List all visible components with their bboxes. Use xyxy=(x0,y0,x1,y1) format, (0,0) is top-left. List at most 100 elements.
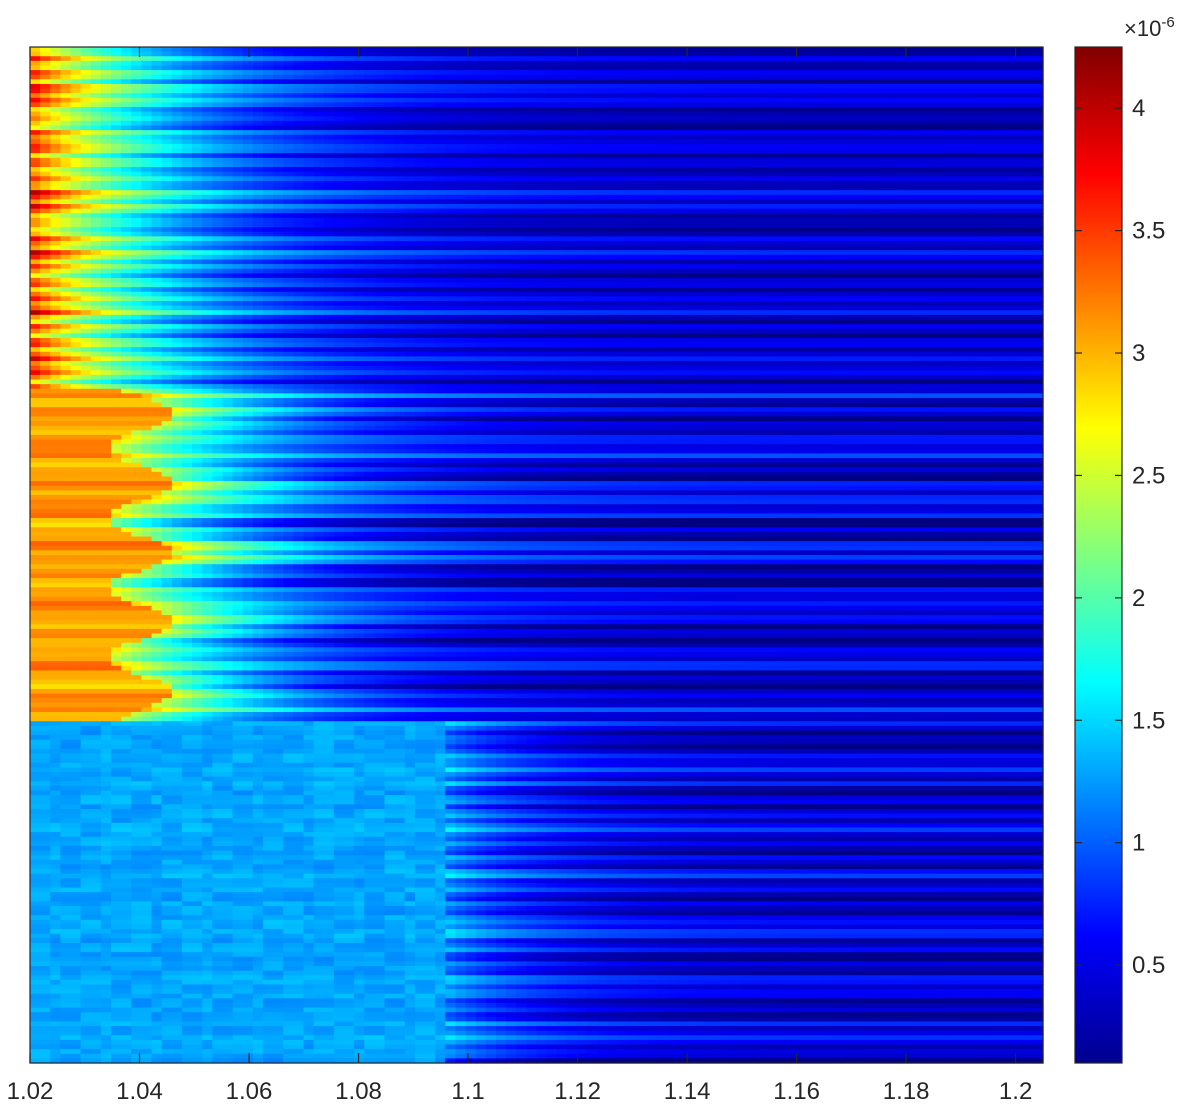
heatmap-cell xyxy=(273,47,284,53)
heatmap-cell xyxy=(141,162,153,168)
heatmap-cell xyxy=(516,47,527,53)
heatmap-cell xyxy=(840,148,852,154)
heatmap-cell xyxy=(485,245,497,251)
heatmap-cell xyxy=(364,231,376,237)
heatmap-cell xyxy=(394,47,406,53)
heatmap-cell xyxy=(577,134,588,140)
heatmap-cell xyxy=(333,273,345,279)
heatmap-cell xyxy=(647,56,659,62)
heatmap-cell xyxy=(870,222,882,228)
heatmap-cell xyxy=(941,194,953,200)
heatmap-cell xyxy=(526,65,538,71)
heatmap-cell xyxy=(850,93,862,99)
heatmap-cell xyxy=(202,65,213,71)
heatmap-cell xyxy=(222,88,234,94)
heatmap-cell xyxy=(232,157,244,164)
heatmap-cell xyxy=(394,65,406,71)
heatmap-cell xyxy=(921,264,933,270)
heatmap-cell xyxy=(80,185,92,191)
heatmap-cell xyxy=(232,268,244,274)
heatmap-cell xyxy=(577,217,588,224)
heatmap-cell xyxy=(728,83,740,90)
heatmap-cell xyxy=(587,240,598,247)
heatmap-cell xyxy=(627,231,639,237)
heatmap-cell xyxy=(121,240,132,247)
heatmap-cell xyxy=(941,139,953,145)
heatmap-cell xyxy=(516,259,527,265)
heatmap-cell xyxy=(627,139,639,145)
heatmap-cell xyxy=(262,97,274,104)
heatmap-cell xyxy=(121,51,132,57)
heatmap-cell xyxy=(192,148,203,154)
heatmap-cell xyxy=(80,250,92,256)
heatmap-cell xyxy=(485,162,497,168)
heatmap-cell xyxy=(384,93,396,99)
heatmap-cell xyxy=(526,60,538,67)
heatmap-cell xyxy=(830,130,841,136)
heatmap-cell xyxy=(273,74,284,80)
heatmap-cell xyxy=(60,204,72,210)
heatmap-cell xyxy=(465,88,477,94)
heatmap-cell xyxy=(60,107,72,113)
heatmap-cell xyxy=(637,167,649,173)
heatmap-cell xyxy=(1022,171,1034,177)
heatmap-cell xyxy=(90,120,102,127)
heatmap-cell xyxy=(131,185,143,191)
heatmap-cell xyxy=(587,180,598,187)
heatmap-cell xyxy=(161,111,173,117)
heatmap-cell xyxy=(759,70,771,76)
heatmap-cell xyxy=(30,199,41,205)
heatmap-cell xyxy=(850,259,862,265)
heatmap-cell xyxy=(212,74,224,80)
heatmap-cell xyxy=(516,245,527,251)
heatmap-cell xyxy=(384,65,396,71)
heatmap-cell xyxy=(891,70,902,76)
heatmap-cell xyxy=(384,70,396,76)
heatmap-cell xyxy=(475,79,487,85)
heatmap-cell xyxy=(111,222,122,228)
heatmap-cell xyxy=(435,180,446,187)
heatmap-cell xyxy=(80,194,92,200)
heatmap-cell xyxy=(40,139,51,145)
heatmap-cell xyxy=(374,273,386,279)
heatmap-cell xyxy=(921,250,933,256)
heatmap-cell xyxy=(982,227,993,233)
heatmap-cell xyxy=(617,70,629,76)
heatmap-cell xyxy=(901,56,912,62)
heatmap-cell xyxy=(840,125,852,131)
heatmap-cell xyxy=(961,227,973,233)
heatmap-cell xyxy=(181,176,193,182)
heatmap-cell xyxy=(891,111,902,117)
heatmap-cell xyxy=(698,74,710,80)
heatmap-cell xyxy=(911,93,923,99)
heatmap-cell xyxy=(658,180,669,187)
heatmap-cell xyxy=(506,70,517,76)
heatmap-cell xyxy=(850,254,862,261)
heatmap-cell xyxy=(992,74,1004,80)
heatmap-cell xyxy=(860,240,872,247)
heatmap-cell xyxy=(40,47,51,53)
heatmap-cell xyxy=(151,264,163,270)
heatmap-cell xyxy=(212,250,224,256)
heatmap-cell xyxy=(303,245,315,251)
heatmap-cell xyxy=(526,70,538,76)
heatmap-cell xyxy=(587,148,598,154)
heatmap-cell xyxy=(536,134,548,140)
heatmap-cell xyxy=(546,250,558,256)
heatmap-cell xyxy=(1002,167,1014,173)
heatmap-cell xyxy=(587,264,598,270)
heatmap-cell xyxy=(789,236,801,242)
heatmap-cell xyxy=(1012,65,1024,71)
heatmap-cell xyxy=(111,231,122,237)
heatmap-cell xyxy=(313,79,325,85)
heatmap-cell xyxy=(212,236,224,242)
heatmap-cell xyxy=(647,107,659,113)
heatmap-cell xyxy=(485,93,497,99)
heatmap-cell xyxy=(30,268,41,274)
heatmap-cell xyxy=(678,250,690,256)
heatmap-cell xyxy=(587,139,598,145)
heatmap-cell xyxy=(202,194,213,200)
heatmap-cell xyxy=(192,74,203,80)
heatmap-cell xyxy=(303,120,315,127)
heatmap-cell xyxy=(394,171,406,177)
